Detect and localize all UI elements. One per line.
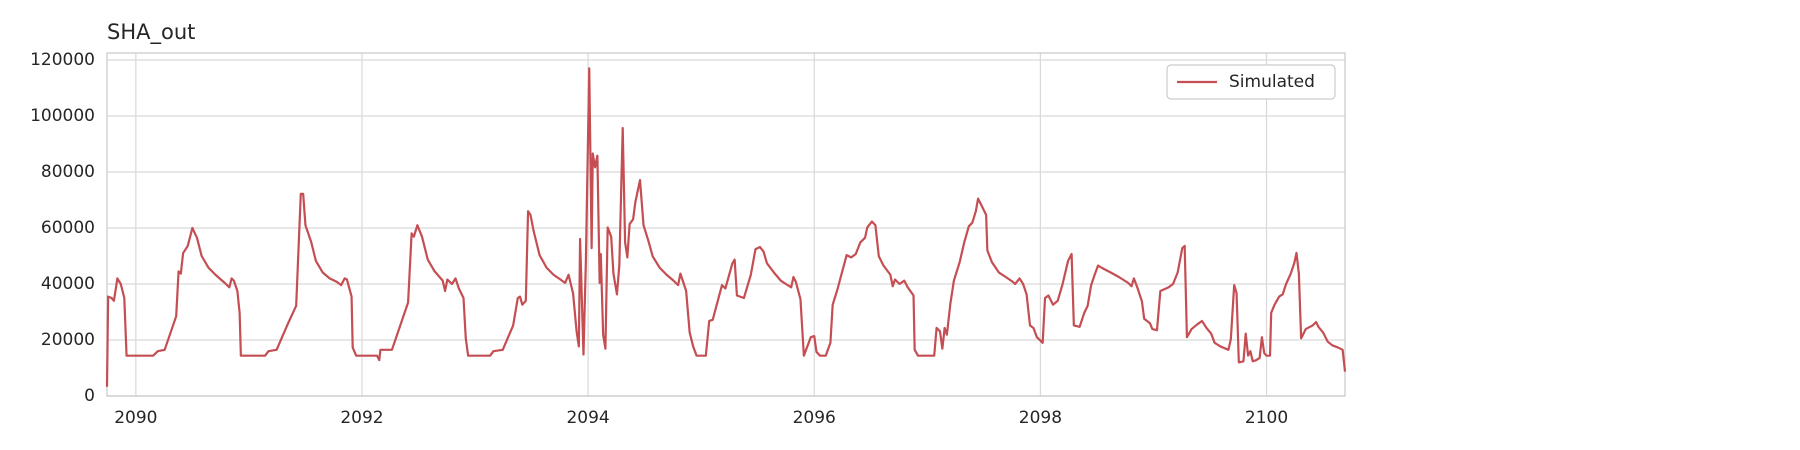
x-tick-label: 2096 bbox=[793, 408, 836, 428]
legend-box bbox=[1166, 64, 1336, 100]
y-tick-label: 120000 bbox=[30, 50, 95, 70]
y-tick-label: 0 bbox=[84, 386, 95, 406]
y-tick-label: 40000 bbox=[41, 274, 95, 294]
chart-title: SHA_out bbox=[107, 20, 195, 45]
x-tick-label: 2092 bbox=[340, 408, 383, 428]
legend-label: Simulated bbox=[1229, 72, 1315, 92]
legend: Simulated bbox=[1166, 64, 1336, 100]
y-tick-label: 20000 bbox=[41, 330, 95, 350]
x-tick-label: 2100 bbox=[1245, 408, 1288, 428]
y-tick-label: 60000 bbox=[41, 218, 95, 238]
x-tick-label: 2090 bbox=[114, 408, 157, 428]
y-tick-label: 80000 bbox=[41, 162, 95, 182]
y-tick-label: 100000 bbox=[30, 106, 95, 126]
x-tick-label: 2098 bbox=[1019, 408, 1062, 428]
plot-frame bbox=[106, 52, 1346, 397]
data-line bbox=[105, 67, 1347, 387]
x-tick-label: 2094 bbox=[566, 408, 609, 428]
